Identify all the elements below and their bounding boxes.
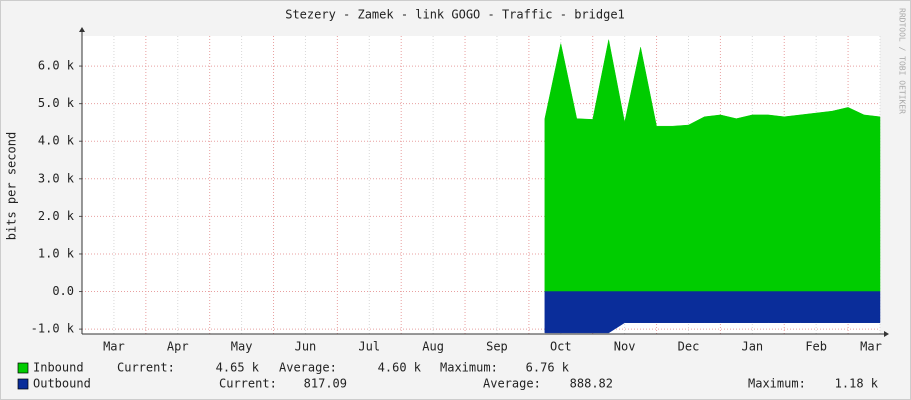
x-tick-label: Feb bbox=[805, 340, 827, 354]
y-tick-label: 4.0 k bbox=[38, 134, 75, 148]
x-tick-label: Aug bbox=[422, 340, 444, 354]
legend-stat-label: Average: bbox=[279, 361, 337, 375]
x-tick-label: Oct bbox=[550, 340, 572, 354]
x-tick-label: Nov bbox=[614, 340, 636, 354]
chart-title: Stezery - Zamek - link GOGO - Traffic - … bbox=[285, 8, 625, 22]
x-tick-label: Apr bbox=[167, 340, 189, 354]
legend-swatch bbox=[17, 378, 29, 390]
legend-label: Inbound bbox=[33, 361, 84, 375]
x-tick-label: Mar bbox=[103, 340, 125, 354]
legend-label: Outbound bbox=[33, 377, 91, 391]
legend-stat-value: 888.82 bbox=[570, 377, 613, 391]
x-tick-label: Jun bbox=[295, 340, 317, 354]
y-tick-label: 0.0 bbox=[52, 284, 74, 298]
x-tick-label: Sep bbox=[486, 340, 508, 354]
x-tick-label: Jul bbox=[358, 340, 380, 354]
x-arrow bbox=[884, 331, 889, 337]
legend-stat-value: 4.60 k bbox=[378, 361, 422, 375]
area bbox=[544, 291, 881, 334]
y-tick-label: 5.0 k bbox=[38, 96, 75, 110]
y-tick-label: 6.0 k bbox=[38, 59, 75, 73]
x-tick-label: Jan bbox=[741, 340, 763, 354]
y-tick-label: 3.0 k bbox=[38, 171, 75, 185]
legend-stat-value: 4.65 k bbox=[216, 361, 260, 375]
y-axis-label: bits per second bbox=[5, 132, 19, 240]
y-tick-label: 1.0 k bbox=[38, 246, 75, 260]
legend-stat-value: 6.76 k bbox=[526, 361, 570, 375]
legend-stat-value: 1.18 k bbox=[835, 377, 879, 391]
legend-stat-label: Maximum: bbox=[440, 361, 498, 375]
x-tick-label: Mar bbox=[860, 340, 882, 354]
y-tick-label: 2.0 k bbox=[38, 209, 75, 223]
x-tick-label: Dec bbox=[678, 340, 700, 354]
y-tick-label: -1.0 k bbox=[31, 322, 75, 336]
y-arrow bbox=[79, 27, 85, 32]
watermark: RRDTOOL / TOBI OETIKER bbox=[898, 8, 907, 114]
legend-swatch bbox=[17, 362, 29, 374]
legend-stat-value: 817.09 bbox=[304, 377, 347, 391]
x-tick-label: May bbox=[231, 340, 253, 354]
legend-stat-label: Maximum: bbox=[748, 377, 806, 391]
legend-stat-label: Average: bbox=[483, 377, 541, 391]
area bbox=[544, 39, 881, 292]
legend-stat-label: Current: bbox=[219, 377, 277, 391]
legend-stat-label: Current: bbox=[117, 361, 175, 375]
